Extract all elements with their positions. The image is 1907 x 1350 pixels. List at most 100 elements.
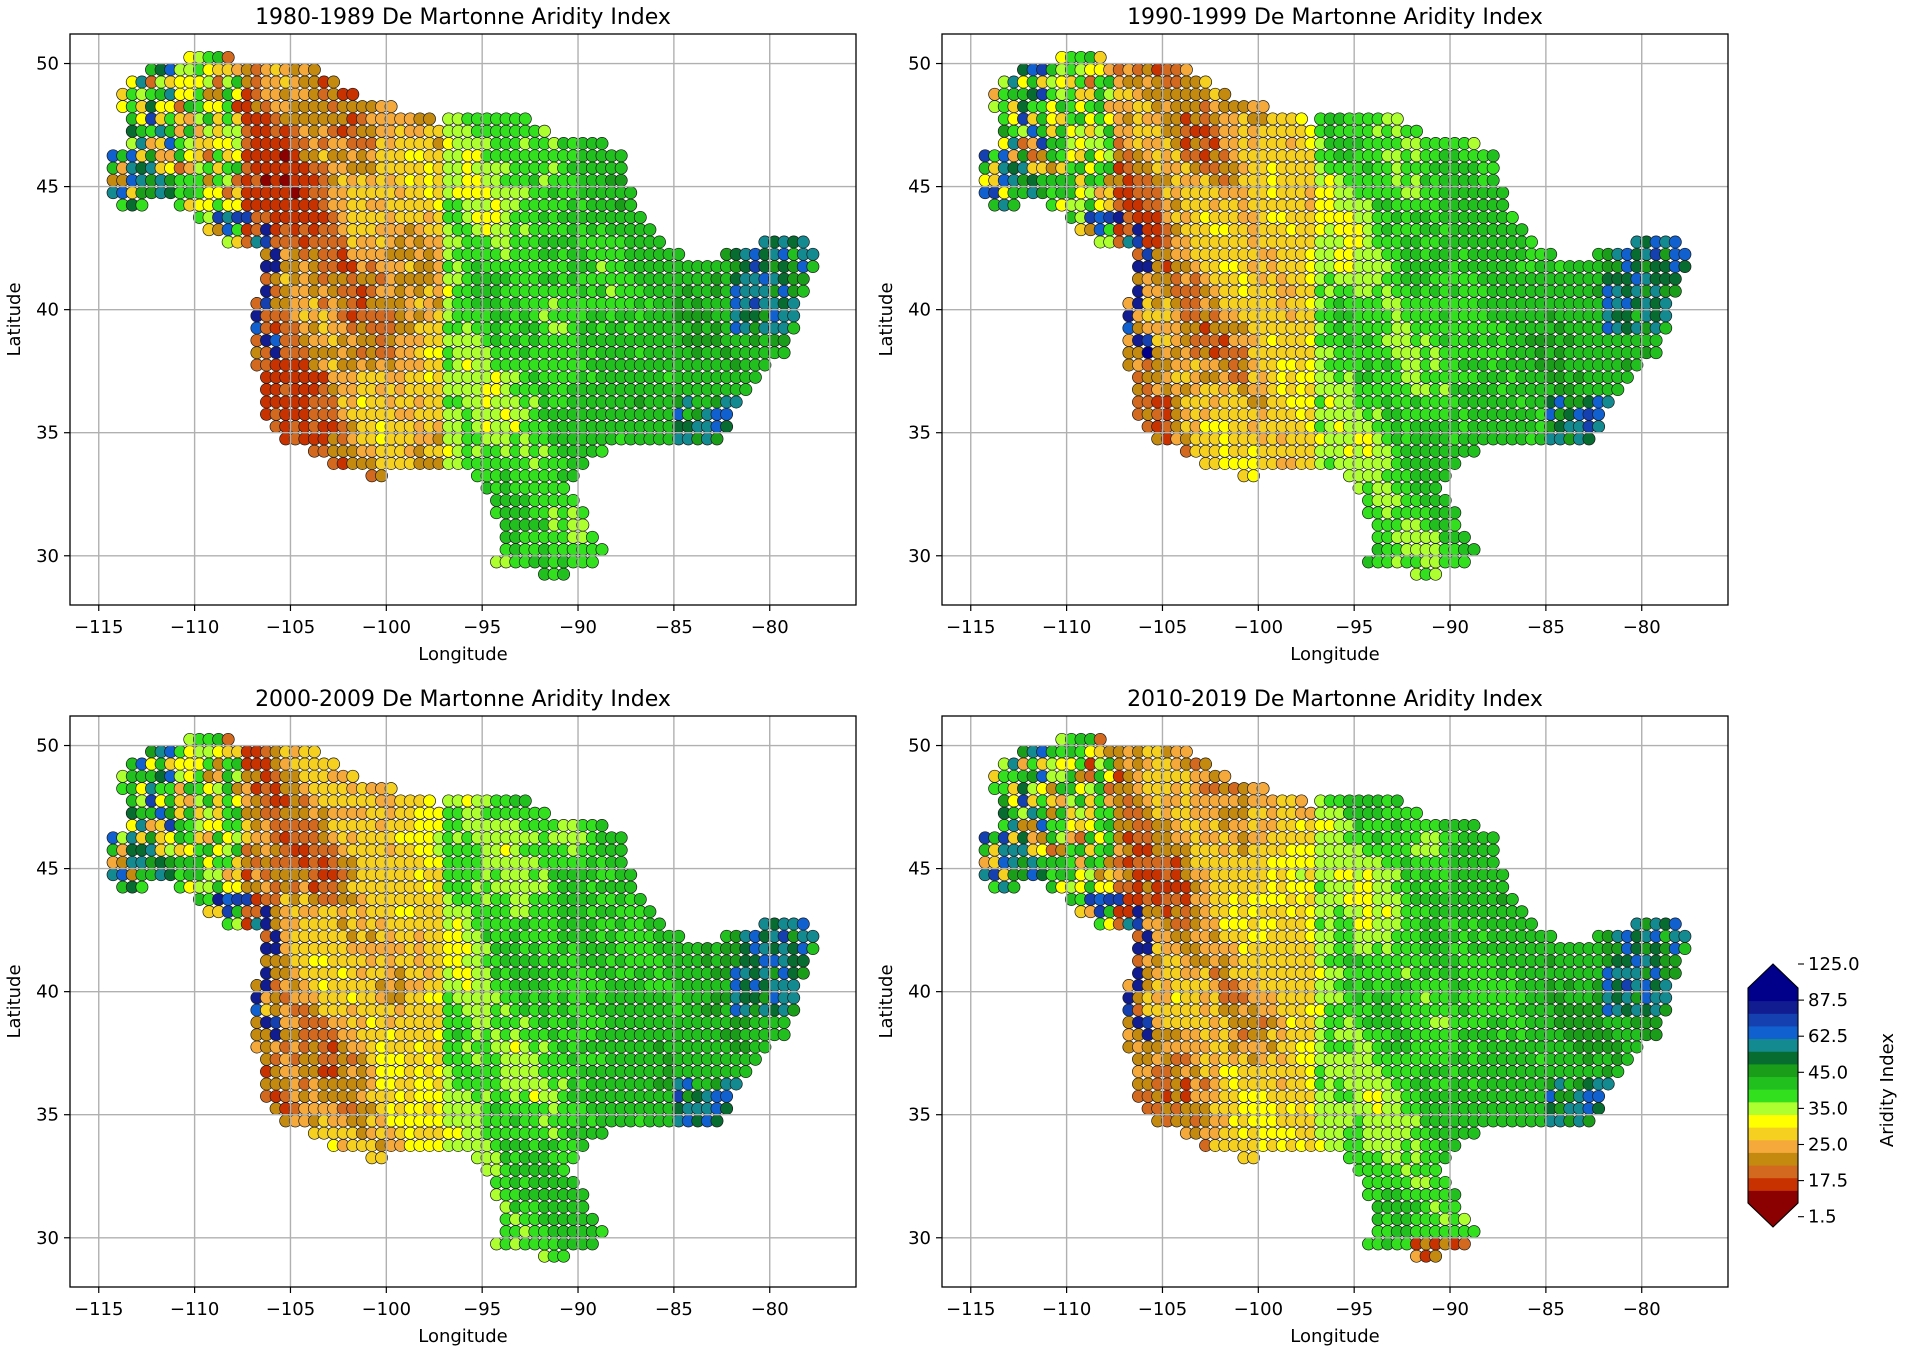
data-point <box>576 506 590 520</box>
data-point <box>423 794 436 808</box>
data-point <box>1467 543 1481 557</box>
x-tick-label: −90 <box>1431 617 1469 638</box>
data-point <box>777 346 791 360</box>
data-point <box>1295 112 1308 126</box>
data-point <box>748 1052 762 1066</box>
data-point <box>1649 333 1663 347</box>
data-point <box>806 929 820 943</box>
data-point <box>614 173 628 187</box>
data-point <box>566 493 580 507</box>
data-point <box>1515 223 1529 237</box>
data-point <box>777 1028 791 1042</box>
data-point <box>633 892 647 906</box>
y-tick-label: 45 <box>908 177 931 198</box>
y-axis-label: Latitude <box>4 282 25 356</box>
x-tick-label: −105 <box>266 617 315 638</box>
data-point <box>787 991 801 1005</box>
data-point <box>1649 346 1663 360</box>
y-tick-label: 45 <box>36 177 59 198</box>
map-panel-3: −115 −110 −105 −100 −95 −90 −85 −80303540455020… <box>4 687 857 1347</box>
chart-title: 1980-1989 De Martonne Aridity Index <box>255 5 671 30</box>
y-tick-label: 50 <box>36 54 59 75</box>
data-point <box>787 1003 801 1017</box>
x-tick-label: −85 <box>655 617 693 638</box>
data-point <box>221 50 235 64</box>
data-point <box>672 247 686 261</box>
data-point <box>585 1237 599 1251</box>
y-tick-label: 30 <box>36 546 59 567</box>
data-point <box>614 843 628 857</box>
x-tick-label: −90 <box>559 617 597 638</box>
data-point <box>806 260 820 274</box>
data-point <box>787 309 801 323</box>
x-tick-label: −95 <box>1335 617 1373 638</box>
data-point <box>585 1212 599 1226</box>
data-point <box>1457 530 1471 544</box>
data-point <box>796 954 810 968</box>
data-point <box>1199 75 1213 89</box>
data-point <box>1486 173 1500 187</box>
data-point <box>585 555 599 569</box>
data-point <box>1668 272 1682 286</box>
x-tick-label: −100 <box>1234 617 1283 638</box>
data-point <box>720 1102 734 1116</box>
data-point <box>729 395 743 409</box>
data-point <box>633 210 647 224</box>
x-axis-label: Longitude <box>1290 644 1380 665</box>
data-point <box>1179 63 1193 77</box>
data-point <box>595 1126 609 1140</box>
data-point <box>653 235 666 249</box>
x-tick-label: −100 <box>362 617 411 638</box>
data-point <box>614 855 628 869</box>
y-tick-label: 40 <box>36 300 59 321</box>
data-point <box>1620 370 1634 384</box>
data-point <box>720 1089 734 1103</box>
data-point <box>346 87 360 101</box>
x-tick-label: −115 <box>946 617 995 638</box>
data-point <box>1678 247 1692 261</box>
data-point <box>720 407 734 421</box>
chart-title: 1990-1999 De Martonne Aridity Index <box>1127 5 1543 30</box>
data-point <box>595 1225 609 1239</box>
x-tick-label: −85 <box>1527 617 1565 638</box>
data-point <box>1410 124 1423 138</box>
map-panel-1: −115 −110 −105 −100 −95 −90 −85 −80303540455019… <box>4 5 857 665</box>
data-point <box>595 137 609 150</box>
data-point <box>796 284 810 298</box>
x-tick-label: −110 <box>1042 617 1091 638</box>
data-point <box>557 1249 571 1263</box>
data-point <box>1496 186 1510 200</box>
data-point <box>796 917 810 931</box>
data-point <box>1592 420 1606 434</box>
data-point <box>777 1015 791 1029</box>
data-point <box>1668 235 1682 249</box>
data-point <box>796 966 810 980</box>
data-point <box>1678 260 1692 274</box>
data-point <box>1592 407 1606 421</box>
data-point <box>1659 309 1673 323</box>
data-point <box>135 198 149 212</box>
data-point <box>1668 284 1682 298</box>
data-point <box>307 63 321 77</box>
data-point <box>806 942 820 956</box>
data-point <box>777 333 791 347</box>
data-point <box>614 149 628 163</box>
data-point <box>806 247 820 261</box>
x-tick-label: −95 <box>463 617 501 638</box>
data-point <box>1429 567 1443 581</box>
data-point <box>710 1114 724 1128</box>
data-point <box>1390 112 1404 126</box>
x-tick-label: −80 <box>1623 617 1661 638</box>
data-point <box>739 383 753 397</box>
data-point <box>595 543 609 557</box>
data-point <box>423 112 436 126</box>
y-tick-label: 35 <box>36 423 59 444</box>
map-panel-2: −115 −110 −105 −100 −95 −90 −85 −80303540455019… <box>876 5 1729 665</box>
data-point <box>1457 555 1471 569</box>
data-point <box>518 112 532 126</box>
data-point <box>1467 444 1481 458</box>
y-tick-label: 30 <box>908 546 931 567</box>
data-point <box>1007 198 1021 212</box>
data-point <box>538 806 551 820</box>
